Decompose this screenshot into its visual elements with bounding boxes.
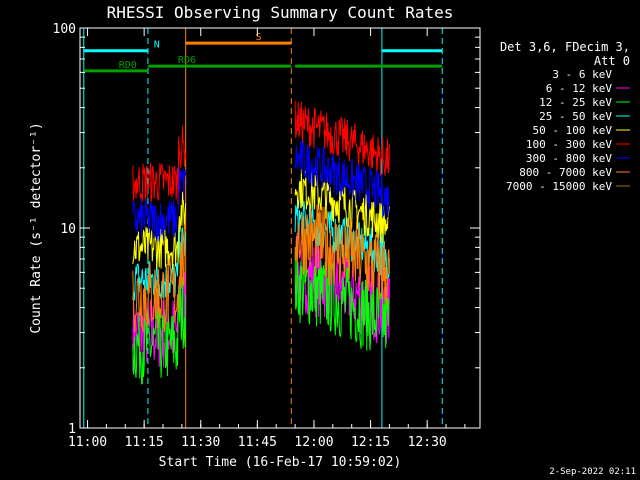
y-tick-label-0: 1: [68, 422, 76, 437]
series-segment-1: [294, 204, 390, 306]
y-tick-label-1: 10: [60, 222, 76, 237]
legend-entry-8: 7000 - 15000 keV: [506, 180, 612, 193]
series-300-800-kev: [132, 140, 390, 242]
series-100-300-kev: [132, 100, 390, 204]
legend-entry-7: 800 - 7000 keV: [519, 166, 612, 179]
x-tick-label-3: 11:45: [238, 435, 277, 450]
flag-label-s: S: [256, 32, 262, 43]
plot-area: RD0 RD6 N S: [83, 28, 443, 428]
series-800-7000-kev: [132, 204, 390, 333]
chart-title: RHESSI Observing Summary Count Rates: [107, 3, 454, 22]
x-tick-label-5: 12:15: [351, 435, 390, 450]
legend-entry-6: 300 - 800 keV: [526, 152, 612, 165]
series-segment-0: [132, 167, 187, 242]
x-axis-label: Start Time (16-Feb-17 10:59:02): [159, 455, 402, 470]
legend-entry-1: 6 - 12 keV: [546, 82, 613, 95]
flag-label-rd6: RD6: [178, 55, 196, 66]
series-segment-1: [294, 140, 390, 218]
y-axis-label: Count Rate (s⁻¹ detector⁻¹): [29, 122, 44, 333]
legend-entry-2: 12 - 25 keV: [539, 96, 612, 109]
x-tick-label-1: 11:15: [125, 435, 164, 450]
series-segment-0: [132, 267, 187, 372]
legend-entry-5: 100 - 300 keV: [526, 138, 612, 151]
x-tick-label-0: 11:00: [68, 435, 107, 450]
series-segment-1: [294, 100, 390, 176]
flag-label-rd0: RD0: [119, 60, 137, 71]
legend-header-line-1: Det 3,6, FDecim 3,: [500, 40, 630, 54]
y-tick-label-2: 100: [53, 22, 76, 37]
legend-entry-4: 50 - 100 keV: [533, 124, 613, 137]
series-50-100-kev: [132, 169, 390, 269]
series-6-12-kev: [132, 233, 390, 372]
series-segment-1: [294, 233, 390, 345]
timestamp: 2-Sep-2022 02:11: [549, 467, 636, 477]
axes: 11:00 11:15 11:30 11:45 12:00 12:15 12:30 1 10 10…: [53, 22, 481, 450]
legend-entry-0: 3 - 6 keV: [552, 68, 612, 81]
series-segment-0: [132, 191, 187, 269]
series-segment-0: [132, 125, 187, 204]
series-segment-1: [294, 169, 390, 244]
legend-header-line-2: Att 0: [594, 54, 630, 68]
x-tick-label-4: 12:00: [294, 435, 333, 450]
x-tick-label-6: 12:30: [408, 435, 447, 450]
legend-entry-3: 25 - 50 keV: [539, 110, 612, 123]
series-segment-0: [132, 222, 187, 333]
flag-label-n: N: [154, 40, 160, 51]
x-tick-label-2: 11:30: [181, 435, 220, 450]
